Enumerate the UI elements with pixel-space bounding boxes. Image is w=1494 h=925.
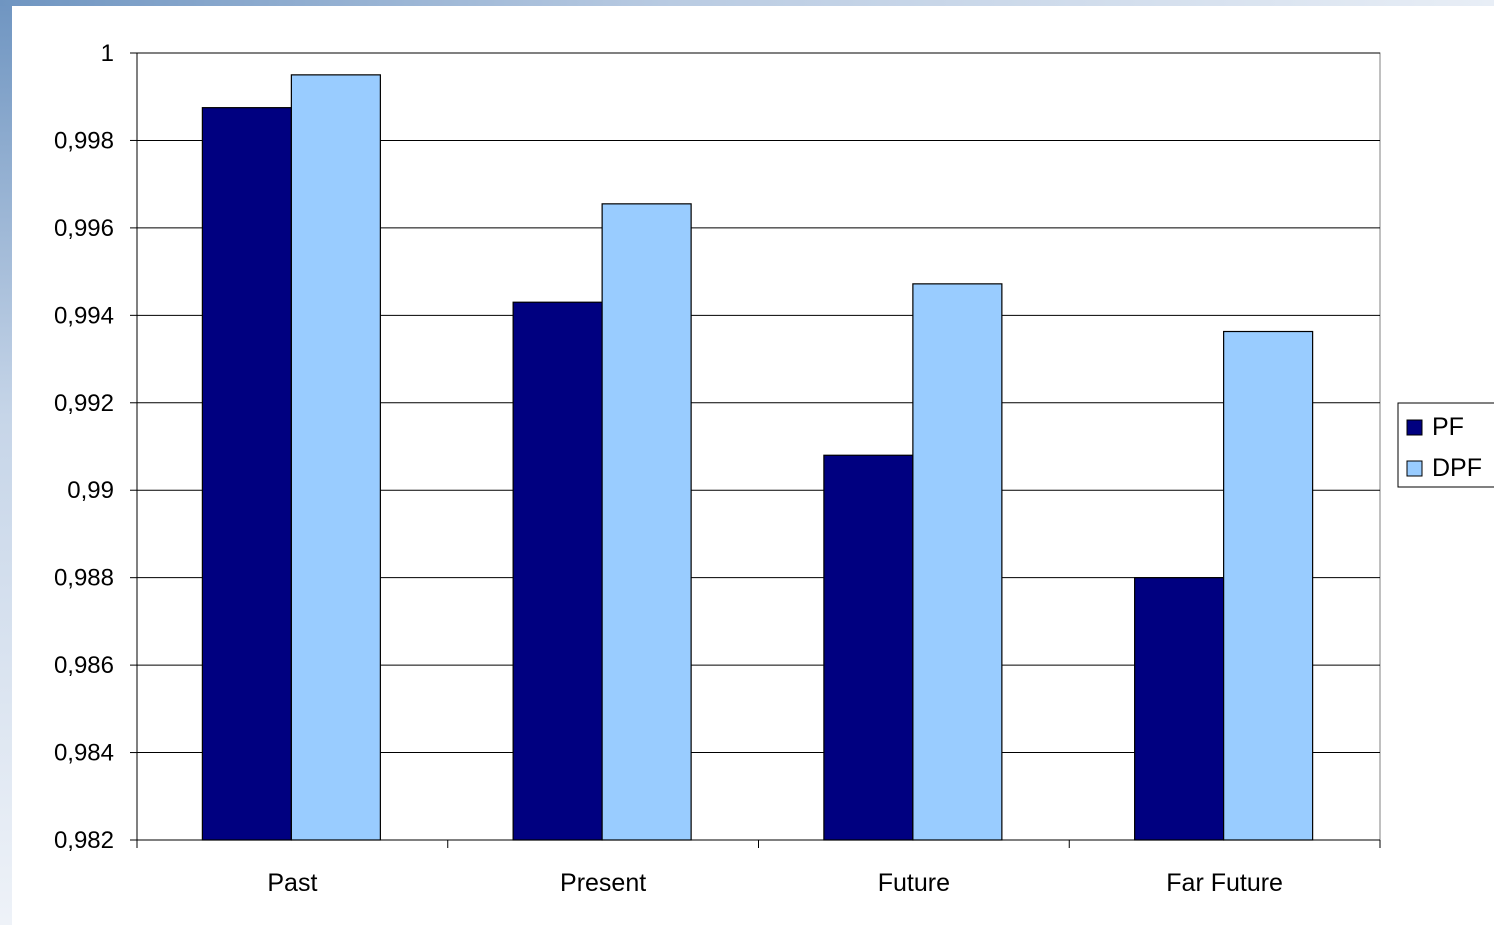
y-tick-labels: 0,982 0,984 0,986 0,988 0,99 0,992 0,994 0,996 0… <box>54 40 114 854</box>
slide-edge-top <box>0 0 1494 6</box>
legend-swatch-dpf <box>1406 460 1423 477</box>
x-tick-label: Future <box>878 869 950 897</box>
bar-pf-0 <box>201 107 292 841</box>
x-tick-label: Past <box>267 869 317 897</box>
bar-pf-2 <box>823 454 914 841</box>
legend-label-pf: PF <box>1432 413 1464 441</box>
y-tick-label: 0,982 <box>54 827 114 854</box>
y-tick-label: 0,99 <box>67 477 114 504</box>
y-tick-label: 0,984 <box>54 740 114 767</box>
y-tick-label: 0,998 <box>54 127 114 154</box>
bar-dpf-1 <box>601 203 692 841</box>
y-tick-label: 0,992 <box>54 390 114 417</box>
x-tick-labels: Past Present Future Far Future <box>267 869 1283 897</box>
y-tick-label: 0,994 <box>54 302 114 329</box>
y-tick-label: 1 <box>101 40 114 67</box>
axes <box>130 52 1381 848</box>
bar-dpf-0 <box>290 74 381 841</box>
legend: PF DPF <box>1397 402 1494 488</box>
bar-pf-3 <box>1134 577 1225 841</box>
y-tick-label: 0,996 <box>54 215 114 242</box>
bar-pf-1 <box>512 301 603 841</box>
slide-edge-left <box>0 0 12 925</box>
legend-swatch-pf <box>1406 419 1423 436</box>
bars <box>201 74 1314 841</box>
legend-label-dpf: DPF <box>1432 454 1482 482</box>
x-tick-label: Present <box>560 869 646 897</box>
bar-dpf-2 <box>912 283 1003 841</box>
y-tick-label: 0,986 <box>54 652 114 679</box>
x-tick-label: Far Future <box>1166 869 1283 897</box>
bar-dpf-3 <box>1223 330 1314 841</box>
y-tick-label: 0,988 <box>54 565 114 592</box>
